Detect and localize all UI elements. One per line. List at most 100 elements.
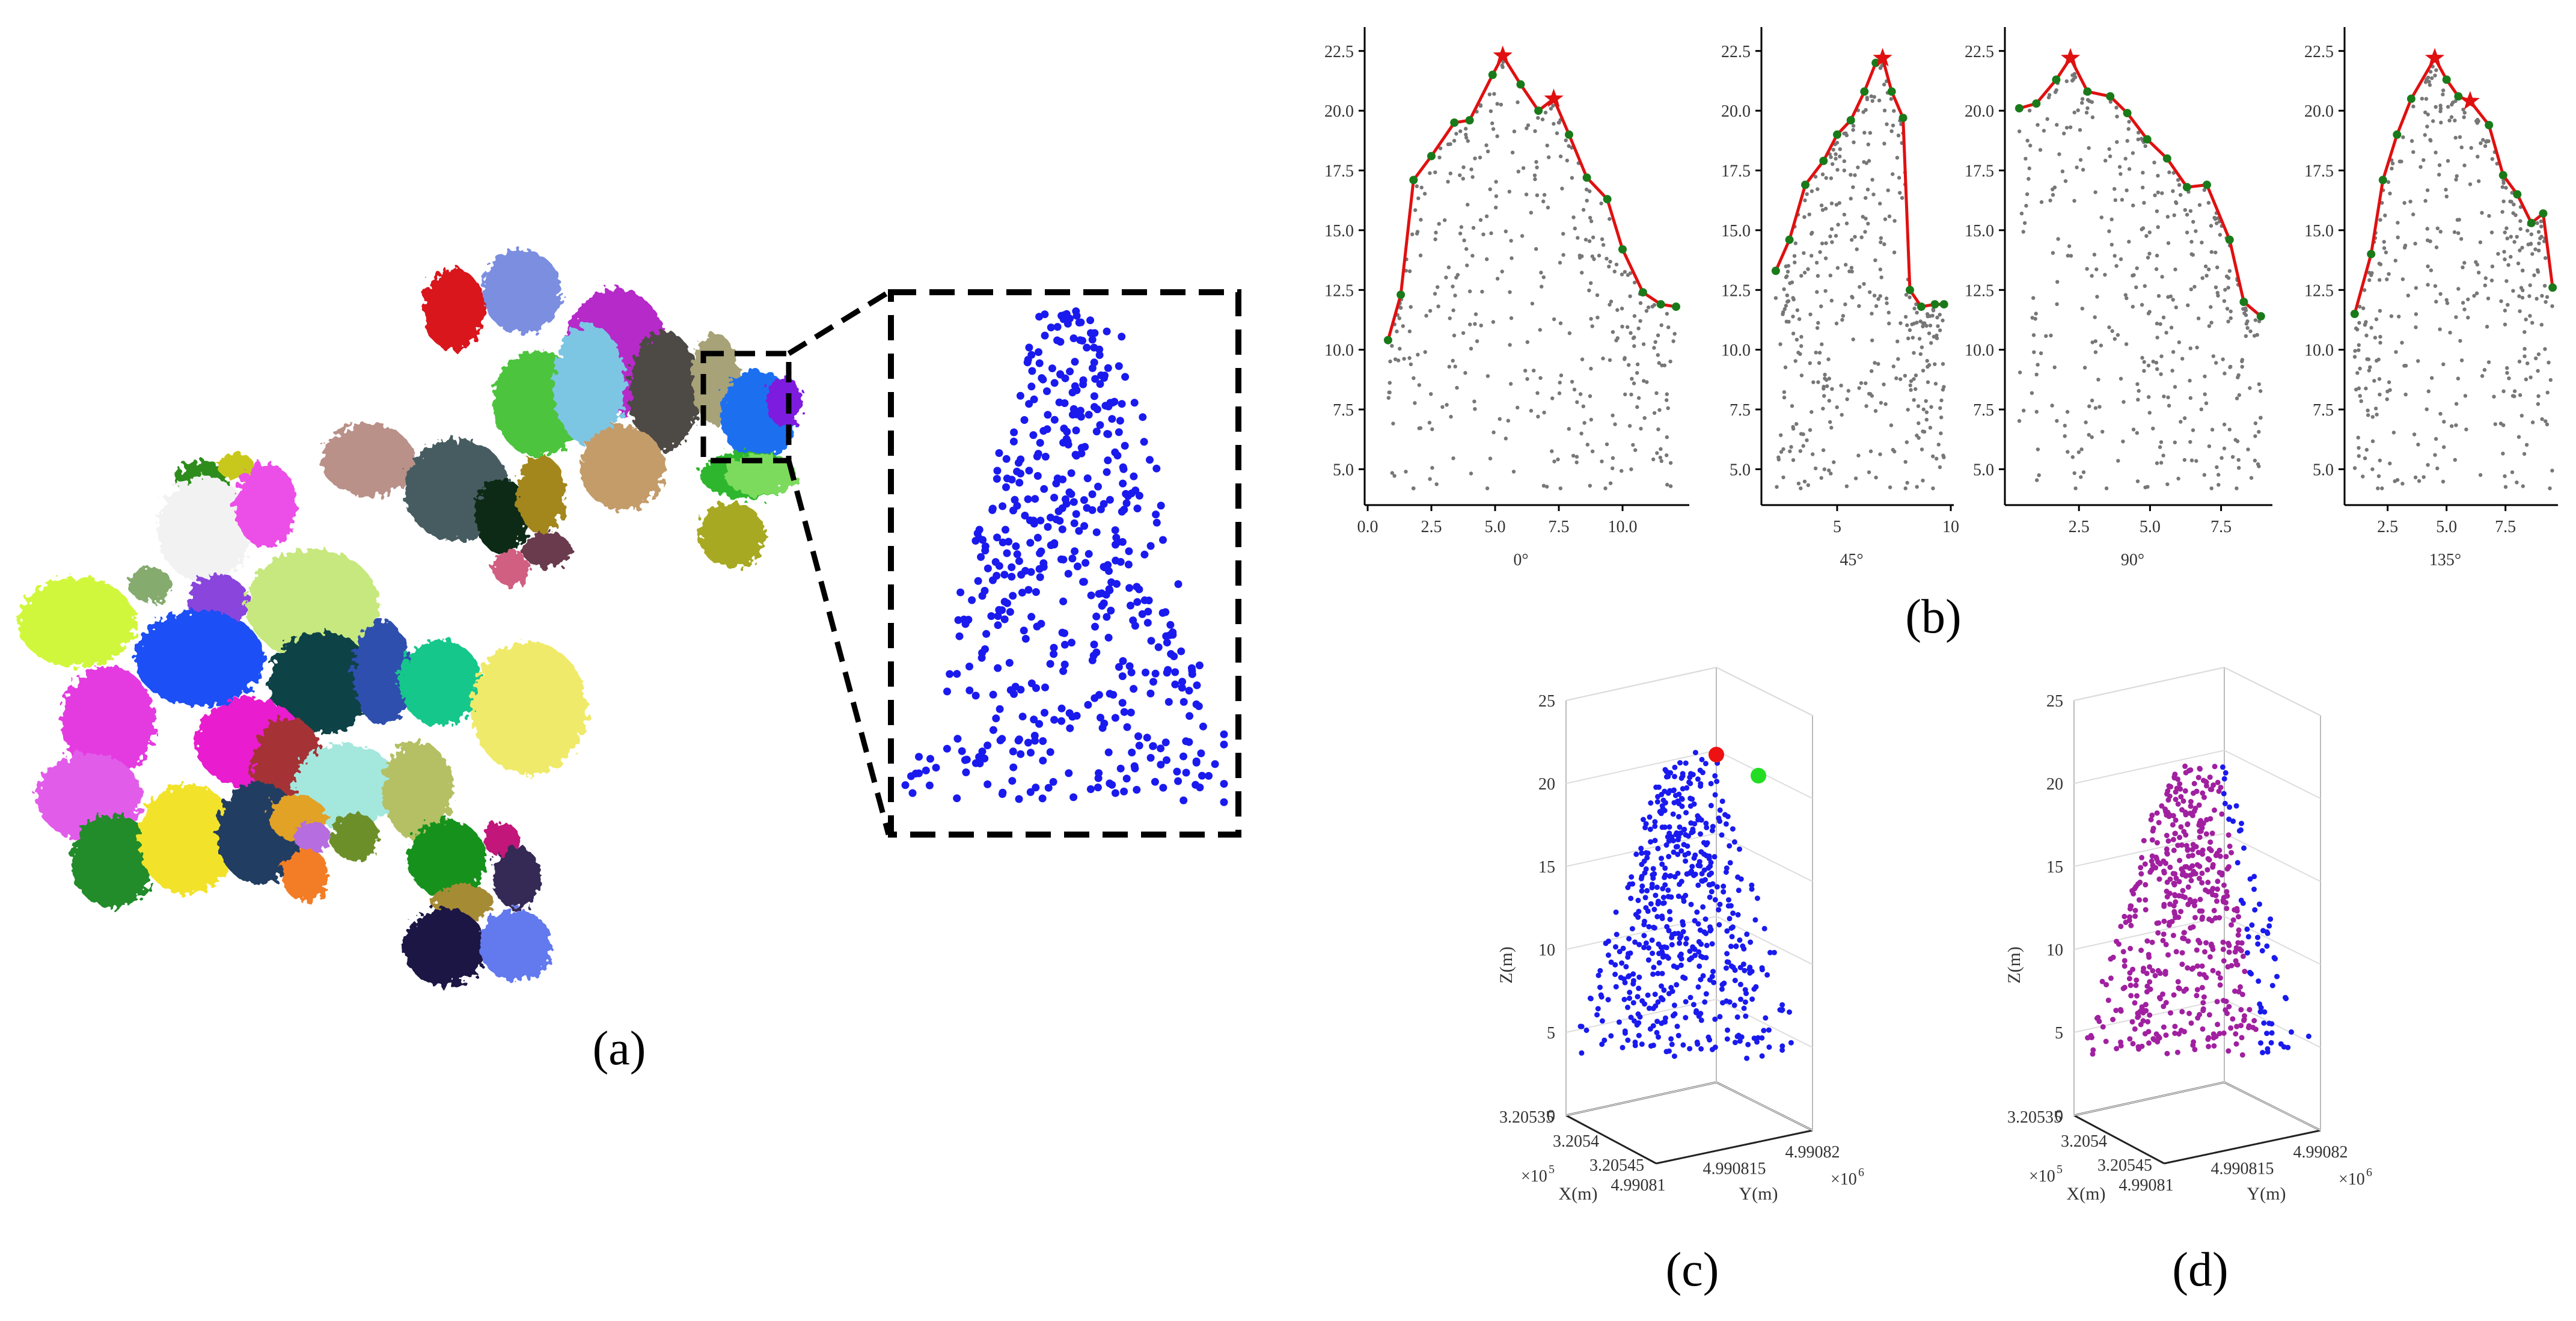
cloud-point — [2165, 838, 2171, 844]
inset-point — [993, 467, 1002, 475]
grey-point — [2543, 256, 2548, 260]
grey-point — [1585, 198, 1589, 203]
grey-point — [2120, 198, 2125, 202]
cloud-point — [2194, 947, 2200, 953]
grey-point — [2428, 70, 2433, 74]
cloud-point — [1627, 995, 1632, 1001]
cloud-point — [2209, 888, 2215, 893]
grey-point — [2202, 188, 2206, 192]
grey-point — [1942, 385, 1946, 389]
cloud-point — [2110, 1017, 2116, 1023]
grey-point — [2052, 365, 2057, 370]
cloud-point — [1694, 1039, 1700, 1045]
grey-point — [2434, 299, 2438, 304]
grey-point — [2394, 350, 2398, 354]
grey-point — [2220, 456, 2224, 460]
cloud-point — [2232, 907, 2238, 913]
grey-point — [2159, 372, 2163, 376]
grey-point — [2204, 401, 2209, 405]
grey-point — [1842, 131, 1846, 136]
grey-point — [2136, 397, 2140, 402]
cloud-point — [2259, 948, 2265, 954]
grey-point — [1600, 237, 1605, 241]
grey-point — [2368, 365, 2372, 369]
grey-point — [1413, 208, 1418, 212]
cloud-point — [2264, 943, 2270, 949]
grey-point — [2517, 294, 2521, 298]
cloud-point — [2222, 800, 2228, 806]
y-tick-label: 7.5 — [1333, 401, 1354, 420]
cloud-point — [1643, 940, 1649, 946]
cloud-point — [2223, 900, 2229, 906]
grey-point — [2426, 264, 2430, 269]
cloud-point — [2203, 783, 2209, 789]
cloud-point — [1659, 824, 1665, 830]
grey-point — [2039, 200, 2044, 204]
inset-point — [1127, 708, 1135, 717]
cloud-point — [1620, 945, 1626, 951]
grey-point — [2093, 315, 2097, 319]
grey-point — [1659, 323, 1663, 327]
inset-point — [1033, 452, 1041, 461]
profile-vertex — [2527, 218, 2536, 227]
grey-point — [1918, 352, 1923, 357]
grey-point — [1869, 94, 1873, 99]
grey-point — [1589, 366, 1593, 371]
inset-point — [1029, 516, 1038, 525]
grey-point — [2485, 139, 2489, 143]
cloud-point — [1708, 780, 1714, 786]
cloud-point — [2235, 932, 2241, 938]
grey-point — [2501, 179, 2506, 183]
cloud-point — [2117, 1007, 2123, 1013]
grey-point — [2056, 237, 2060, 241]
cloud-point — [1655, 845, 1661, 851]
grey-point — [2028, 143, 2033, 148]
cloud-point — [2192, 1047, 2198, 1052]
grey-point — [2425, 188, 2430, 192]
grey-point — [1778, 342, 1782, 346]
inset-point — [953, 794, 961, 803]
grey-point — [2378, 278, 2382, 282]
grey-point — [2526, 361, 2530, 366]
grey-point — [2042, 129, 2046, 133]
cloud-point — [1625, 1004, 1630, 1010]
cloud-point — [1759, 1053, 1765, 1059]
grey-point — [2524, 377, 2529, 382]
cloud-point — [2200, 847, 2206, 853]
inset-point — [1087, 591, 1095, 599]
grey-point — [1818, 250, 1822, 254]
grey-point — [1461, 177, 1465, 181]
grey-point — [1470, 175, 1475, 179]
profile-vertex — [1565, 130, 1573, 139]
cloud-point — [2128, 922, 2134, 928]
cloud-point — [1645, 957, 1651, 963]
inset-point — [1017, 685, 1025, 694]
profile-vertex — [1906, 286, 1914, 295]
cloud-point — [1646, 1005, 1652, 1011]
inset-point — [1182, 768, 1190, 777]
grey-point — [2472, 293, 2476, 298]
grey-point — [2244, 306, 2248, 310]
grey-point — [2378, 340, 2382, 345]
grey-point — [1611, 413, 1615, 418]
cloud-point — [1648, 800, 1654, 806]
grey-point — [1409, 362, 1413, 367]
grey-point — [2423, 80, 2428, 84]
cloud-point — [1670, 1013, 1676, 1019]
cloud-point — [1652, 838, 1658, 844]
profile-vertex — [2367, 250, 2376, 259]
grey-point — [2096, 378, 2100, 382]
cloud-point — [2143, 1008, 2149, 1014]
cloud-point — [1696, 949, 1702, 955]
grey-point — [2135, 479, 2140, 483]
grey-point — [1797, 317, 1802, 321]
cloud-point — [1728, 903, 1734, 909]
cloud-point — [2180, 798, 2186, 804]
grey-point — [1921, 429, 1925, 434]
grey-point — [2529, 232, 2533, 236]
cloud-point — [1703, 955, 1709, 961]
cloud-point — [2113, 1008, 2119, 1013]
grey-point — [1535, 165, 1539, 170]
cloud-point — [2272, 956, 2278, 962]
inset-point — [1039, 737, 1047, 745]
